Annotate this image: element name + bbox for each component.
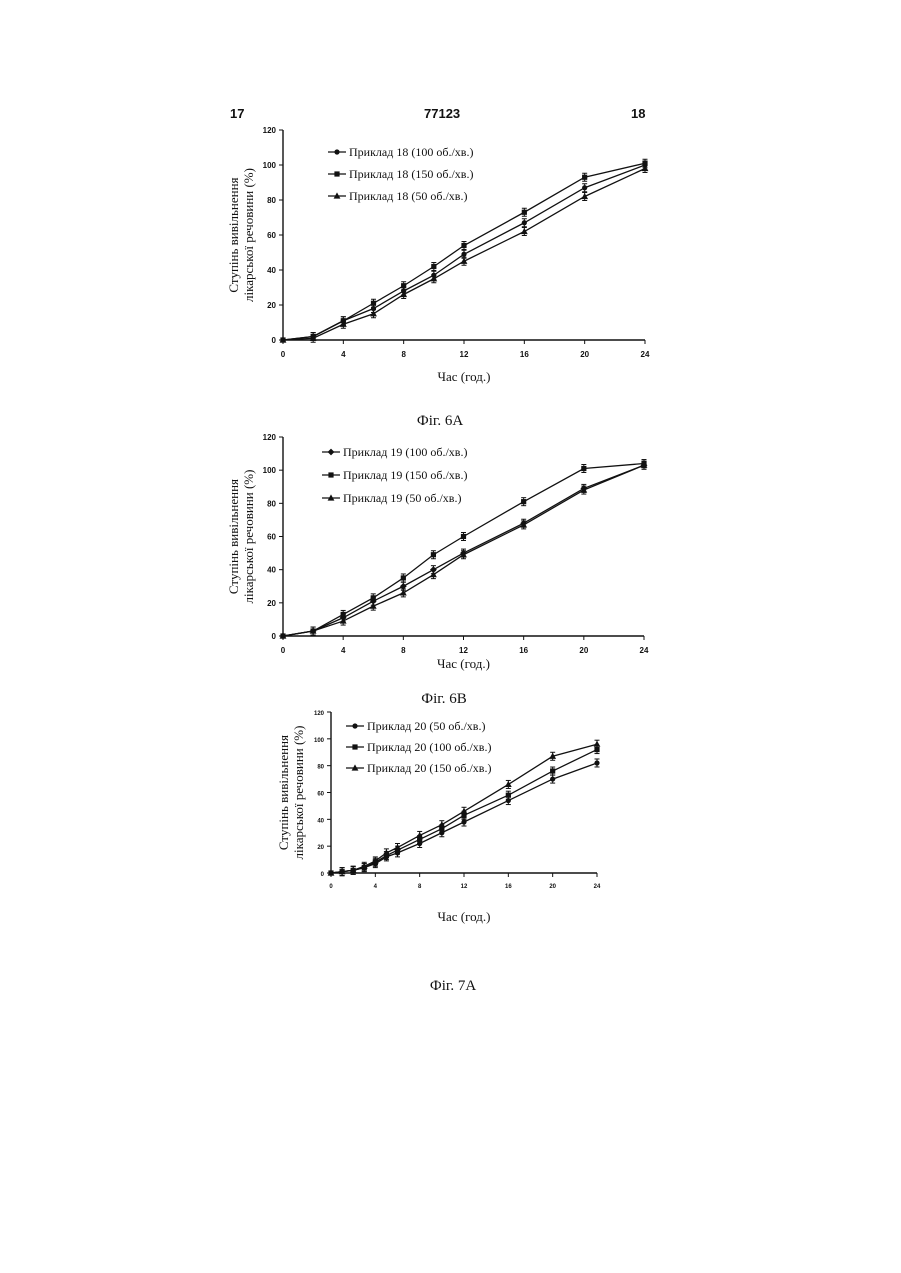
- x-tick-label: 8: [418, 884, 422, 890]
- legend-label: Приклад 20 (50 об./хв.): [367, 719, 485, 733]
- y-tick-label: 120: [314, 711, 325, 717]
- legend-marker: [352, 744, 357, 749]
- x-tick-label: 24: [594, 884, 601, 890]
- y-axis-label: лікарської речовини (%): [291, 726, 306, 860]
- x-tick-label: 12: [461, 884, 468, 890]
- data-point-2: [550, 768, 555, 773]
- data-point-3: [394, 844, 401, 850]
- y-tick-label: 40: [317, 818, 324, 824]
- y-tick-label: 0: [321, 872, 325, 878]
- y-tick-label: 60: [317, 792, 324, 798]
- x-tick-label: 4: [374, 884, 378, 890]
- data-point-3: [594, 741, 601, 747]
- data-point-3: [461, 808, 468, 814]
- y-tick-label: 80: [317, 765, 324, 771]
- y-tick-label: 100: [314, 738, 325, 744]
- data-point-1: [550, 776, 555, 781]
- x-tick-label: 20: [549, 884, 556, 890]
- legend-label: Приклад 20 (100 об./хв.): [367, 740, 491, 754]
- data-point-3: [505, 781, 512, 787]
- data-point-1: [461, 819, 466, 824]
- x-axis-label: Час (год.): [438, 909, 491, 924]
- data-point-3: [438, 821, 445, 827]
- data-point-2: [506, 793, 511, 798]
- y-tick-label: 20: [317, 845, 324, 851]
- caption-fig-7a: Фіг. 7А: [353, 978, 553, 995]
- legend-label: Приклад 20 (150 об./хв.): [367, 761, 491, 775]
- y-axis-label: Ступінь вивільнення: [276, 735, 291, 850]
- legend-marker: [352, 723, 357, 728]
- x-tick-label: 0: [329, 884, 333, 890]
- x-tick-label: 16: [505, 884, 512, 890]
- chart-fig-7a: 0 20 40 60 80 100 120 0 4 8 12 16 20 24 Ступінь вивіль…: [0, 0, 901, 940]
- data-point-1: [594, 760, 599, 765]
